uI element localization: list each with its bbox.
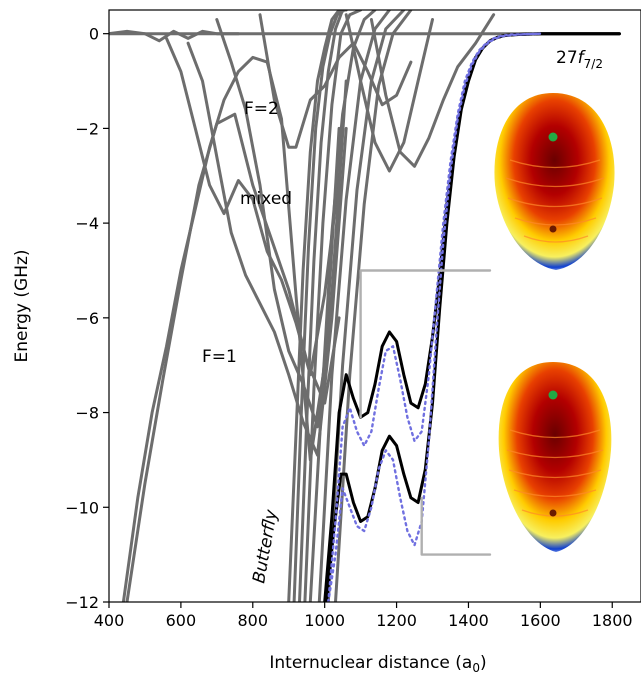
series-line-bracket-22 — [359, 269, 492, 419]
density-plot-lower — [498, 362, 612, 552]
series-line-gray-17 — [334, 10, 413, 602]
y-tick-label: −12 — [65, 593, 99, 612]
series-line-gray-6 — [369, 13, 496, 168]
x-tick-label: 600 — [166, 611, 197, 630]
plot-frame — [108, 9, 641, 603]
x-tick-label: 1400 — [448, 611, 489, 630]
ticks-layer: 400 600 800 1000 1200 1400 1600 1800 0 −2 −4 −6 −8 −1… — [65, 25, 632, 630]
x-tick-label: 400 — [94, 611, 125, 630]
series-line-gray-5 — [258, 13, 413, 149]
series-line-gray-15 — [317, 10, 391, 602]
y-tick-label: −8 — [75, 404, 99, 423]
x-tick-label: 800 — [238, 611, 269, 630]
annotation-butterfly: Butterfly — [249, 507, 282, 585]
x-tick-label: 1200 — [376, 611, 417, 630]
y-tick-label: −6 — [75, 309, 99, 328]
series-layer — [109, 10, 621, 602]
core-dot-lower — [549, 509, 557, 517]
green-dot-lower — [548, 390, 558, 400]
y-axis-label: Energy (GHz) — [12, 249, 32, 362]
green-dot-upper — [548, 132, 558, 142]
x-tick-label: 1800 — [592, 611, 633, 630]
series-line-gray-14 — [308, 10, 377, 602]
annotation-mixed: mixed — [240, 189, 292, 209]
x-axis-label: Internuclear distance (a0) — [269, 653, 486, 675]
y-tick-label: 0 — [89, 25, 99, 44]
y-tick-label: −2 — [75, 119, 99, 138]
series-line-gray-10 — [287, 10, 348, 602]
x-tick-label: 1000 — [304, 611, 345, 630]
x-tick-label: 1600 — [520, 611, 561, 630]
series-line-gray-13 — [303, 10, 363, 602]
y-tick-label: −4 — [75, 214, 99, 233]
series-line-gray-11 — [292, 10, 346, 602]
series-line-blue-dotted-21 — [327, 32, 542, 602]
series-line-gray-12 — [298, 10, 345, 602]
annotation-f1: F=1 — [202, 347, 237, 367]
y-tick-label: −10 — [65, 498, 99, 517]
annotation-f2: F=2 — [244, 99, 279, 119]
density-plot-upper — [494, 93, 615, 270]
annotation-state: 27f7/2 — [556, 48, 603, 71]
series-line-gray-0 — [121, 55, 341, 602]
series-line-bracket-23 — [420, 496, 492, 556]
core-dot-upper — [549, 225, 557, 233]
